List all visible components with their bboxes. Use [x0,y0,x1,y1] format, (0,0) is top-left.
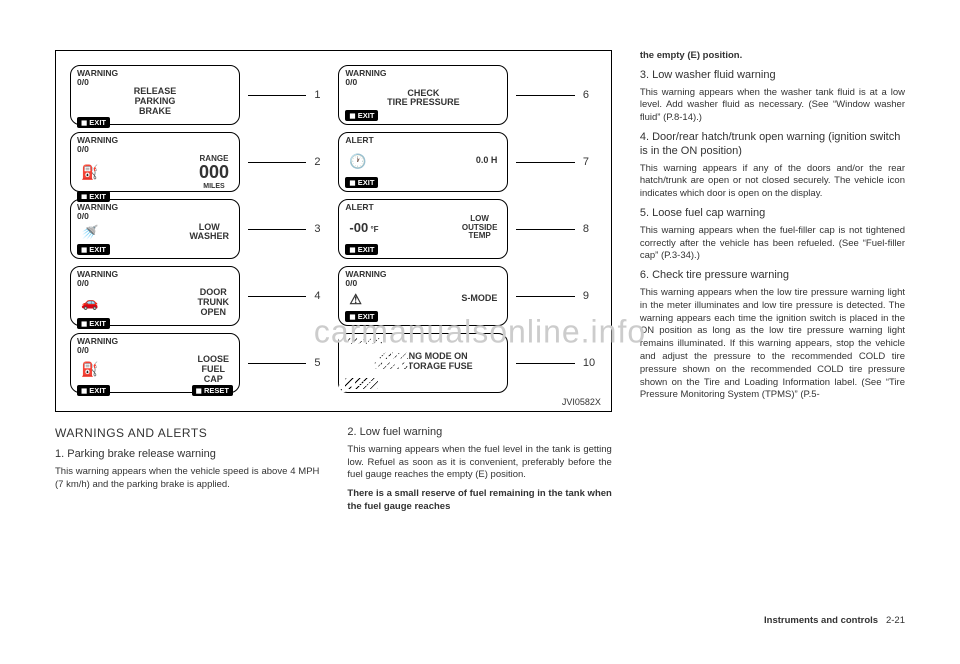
para-4: This warning appears if any of the doors… [640,163,905,201]
lcd-row: WARNING0/0RELEASEPARKINGBRAKE◼ EXIT 1 [70,65,328,125]
leader-line [516,229,574,230]
exit-chip: ◼ EXIT [77,318,110,329]
page-footer: Instruments and controls 2-21 [764,615,905,626]
lcd-row: WARNING0/0🚗DOORTRUNKOPEN◼ EXIT 4 [70,266,328,326]
lcd-row: ALERT-00 °FLOWOUTSIDETEMP◼ EXIT 8 [338,199,596,259]
lcd-header: WARNING0/0 [77,270,233,288]
lcd-row: WARNING0/0⛽LOOSEFUELCAP◼ EXIT◼ RESET5 [70,333,328,393]
leader-line [516,162,574,163]
lcd-column-right: WARNING0/0CHECKTIRE PRESSURE◼ EXIT 6 ALERT… [338,65,596,401]
footer-page-num: 2-21 [886,615,905,626]
callout-number: 2 [314,156,328,168]
section-heading: WARNINGS AND ALERTS [55,426,319,440]
lcd-header: WARNING0/0 [77,203,233,221]
lcd-panel: WARNING0/0🚿LOWWASHER◼ EXIT [70,199,240,259]
para-2b-bold: There is a small reserve of fuel remaini… [347,488,611,514]
figure-code: JVI0582X [562,397,601,407]
leader-line [248,162,306,163]
figure-and-left-text: WARNING0/0RELEASEPARKINGBRAKE◼ EXIT1WARN… [55,50,612,520]
lcd-footer: ◼ EXIT [345,378,501,389]
lcd-footer: ◼ EXIT [345,311,501,322]
lcd-panel: WARNINGSHIPPING MODE ONPUSH STORAGE FUSE… [338,333,508,393]
exit-chip: ◼ EXIT [345,177,378,188]
lcd-footer: ◼ EXIT [345,110,501,121]
sub-1: 1. Parking brake release warning [55,448,319,462]
callout-number: 7 [583,156,597,168]
lcd-row: ALERT🕐0.0 H◼ EXIT 7 [338,132,596,192]
para-3: This warning appears when the washer tan… [640,87,905,125]
lcd-header: WARNING0/0 [345,270,501,288]
leader-line [248,95,306,96]
sub-3: 3. Low washer fluid warning [640,69,905,83]
callout-number: 10 [583,357,597,369]
callout-number: 1 [314,89,328,101]
figure-box: WARNING0/0RELEASEPARKINGBRAKE◼ EXIT1WARN… [55,50,612,412]
lcd-row: WARNINGSHIPPING MODE ONPUSH STORAGE FUSE… [338,333,596,393]
lcd-footer: ◼ EXIT [77,117,233,128]
para-1: This warning appears when the vehicle sp… [55,466,319,492]
text-col-1: WARNINGS AND ALERTS 1. Parking brake rel… [55,426,319,520]
lcd-panel: WARNING0/0⛽LOOSEFUELCAP◼ EXIT◼ RESET [70,333,240,393]
callout-number: 4 [314,290,328,302]
page-columns: WARNING0/0RELEASEPARKINGBRAKE◼ EXIT1WARN… [55,50,905,520]
exit-chip: ◼ EXIT [77,385,110,396]
para-2a: This warning appears when the fuel level… [347,444,611,482]
lcd-footer: ◼ EXIT [77,244,233,255]
lcd-header: WARNING [345,337,501,346]
reset-chip: ◼ RESET [192,385,233,396]
lcd-header: ALERT [345,203,501,212]
exit-chip: ◼ EXIT [345,244,378,255]
exit-chip: ◼ EXIT [345,110,378,121]
lcd-footer: ◼ EXIT [345,177,501,188]
lcd-footer: ◼ EXIT [77,318,233,329]
exit-chip: ◼ EXIT [77,117,110,128]
leader-line [248,229,306,230]
lcd-header: WARNING0/0 [77,136,233,154]
sub-6: 6. Check tire pressure warning [640,269,905,283]
leader-line [516,95,574,96]
callout-number: 3 [314,223,328,235]
lcd-panel: ALERT🕐0.0 H◼ EXIT [338,132,508,192]
lcd-header: ALERT [345,136,501,145]
lcd-panel: WARNING0/0CHECKTIRE PRESSURE◼ EXIT [338,65,508,125]
para-5: This warning appears when the fuel-fille… [640,225,905,263]
lcd-footer: ◼ EXIT ◼ RESET [77,385,233,396]
footer-label: Instruments and controls [764,615,878,626]
lcd-column-left: WARNING0/0RELEASEPARKINGBRAKE◼ EXIT1WARN… [70,65,328,401]
leader-line [516,363,574,364]
lcd-header: WARNING0/0 [77,69,233,87]
leader-line [248,363,306,364]
lcd-footer: ◼ EXIT [345,244,501,255]
leader-line [248,296,306,297]
text-col-2: 2. Low fuel warning This warning appears… [347,426,611,520]
exit-chip: ◼ EXIT [345,311,378,322]
para-6: This warning appears when the low tire p… [640,287,905,402]
leader-line [516,296,574,297]
lcd-row: WARNING0/0🚿LOWWASHER◼ EXIT 3 [70,199,328,259]
lcd-panel: WARNING0/0🚗DOORTRUNKOPEN◼ EXIT [70,266,240,326]
callout-number: 8 [583,223,597,235]
lcd-panel: ALERT-00 °FLOWOUTSIDETEMP◼ EXIT [338,199,508,259]
lcd-panel: WARNING0/0⛽RANGE000MILES◼ EXIT [70,132,240,192]
lcd-row: WARNING0/0CHECKTIRE PRESSURE◼ EXIT 6 [338,65,596,125]
lcd-row: WARNING0/0⚠S-MODE◼ EXIT 9 [338,266,596,326]
bold-continuation: the empty (E) position. [640,50,905,63]
lcd-header: WARNING0/0 [345,69,501,87]
lcd-header: WARNING0/0 [77,337,233,355]
lcd-panel: WARNING0/0RELEASEPARKINGBRAKE◼ EXIT [70,65,240,125]
callout-number: 5 [314,357,328,369]
right-column: the empty (E) position. 3. Low washer fl… [640,50,905,520]
lcd-panel: WARNING0/0⚠S-MODE◼ EXIT [338,266,508,326]
sub-2: 2. Low fuel warning [347,426,611,440]
text-below-figure: WARNINGS AND ALERTS 1. Parking brake rel… [55,426,612,520]
lcd-row: WARNING0/0⛽RANGE000MILES◼ EXIT 2 [70,132,328,192]
sub-5: 5. Loose fuel cap warning [640,207,905,221]
sub-4: 4. Door/rear hatch/trunk open warning (i… [640,131,905,159]
exit-chip: ◼ EXIT [77,244,110,255]
callout-number: 9 [583,290,597,302]
exit-chip: ◼ EXIT [345,378,378,389]
callout-number: 6 [583,89,597,101]
